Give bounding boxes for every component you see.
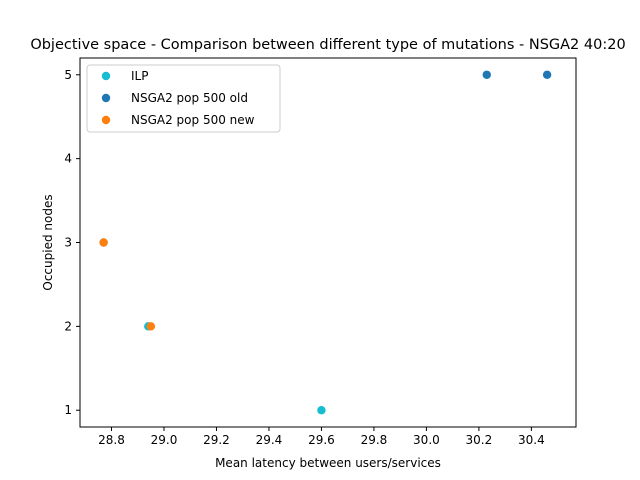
data-point <box>317 406 326 415</box>
x-tick-label: 29.4 <box>256 433 283 447</box>
x-tick-label: 30.2 <box>466 433 493 447</box>
chart-title: Objective space - Comparison between dif… <box>30 37 625 53</box>
axes: 28.8 29.0 29.2 29.4 29.6 29.8 30.0 30.2 30.4 1 2 3 4… <box>30 37 625 470</box>
y-tick-label: 3 <box>64 236 72 250</box>
legend-marker <box>101 115 111 125</box>
legend-marker <box>101 71 111 81</box>
x-tick-label: 30.0 <box>413 433 440 447</box>
x-tick-label: 29.0 <box>151 433 178 447</box>
y-tick-label: 5 <box>64 68 72 82</box>
data-point <box>146 322 156 331</box>
x-tick-label: 29.6 <box>308 433 335 447</box>
y-tick-label: 1 <box>64 403 72 417</box>
x-tick-label: 29.8 <box>361 433 388 447</box>
data-point <box>482 70 491 79</box>
y-tick-label: 2 <box>64 319 72 333</box>
y-axis-label: Occupied nodes <box>41 194 55 290</box>
legend-box <box>86 64 281 133</box>
x-axis-label: Mean latency between users/services <box>215 456 441 470</box>
legend-label: ILP <box>131 69 148 83</box>
data-point <box>542 70 552 79</box>
data-point <box>99 238 108 247</box>
x-tick-label: 30.4 <box>518 433 545 447</box>
y-tick-label: 4 <box>64 152 72 166</box>
legend: ILP NSGA2 pop 500 old NSGA2 pop 500 new <box>86 64 281 133</box>
x-tick-label: 29.2 <box>203 433 230 447</box>
legend-marker <box>101 93 111 103</box>
plot-area <box>99 70 552 415</box>
legend-label: NSGA2 pop 500 old <box>131 91 248 105</box>
legend-label: NSGA2 pop 500 new <box>131 113 255 127</box>
x-tick-label: 28.8 <box>98 433 125 447</box>
